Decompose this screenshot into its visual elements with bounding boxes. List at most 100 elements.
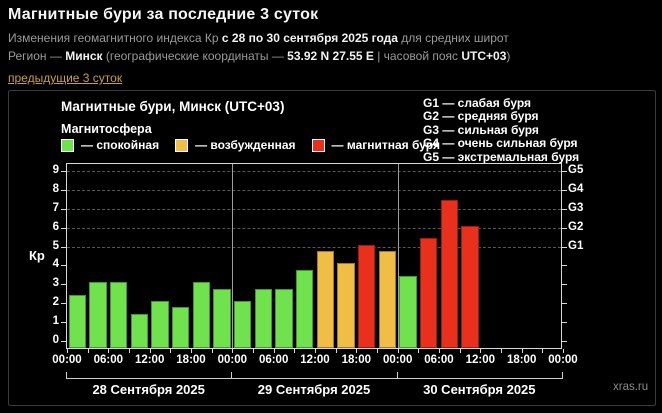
x-axis-tick	[563, 349, 564, 353]
g-legend-line-2: G2 — средняя буря	[423, 109, 539, 124]
y-axis-tick	[61, 284, 66, 286]
kp-bar	[378, 250, 396, 348]
right-axis-tick	[562, 246, 567, 248]
x-axis-tick	[211, 349, 213, 353]
text-segment: Изменения геомагнитного индекса Кр	[8, 31, 222, 45]
x-axis-tick	[459, 349, 461, 353]
y-axis-tick	[61, 227, 66, 229]
x-axis-time-label: 12:00	[300, 354, 330, 366]
g-legend-line-3: G3 — сильная буря	[423, 122, 539, 137]
x-axis-tick	[294, 349, 296, 353]
gridline-kp7	[67, 208, 561, 210]
text-segment: Минск	[65, 49, 103, 63]
gridline-kp8	[67, 189, 561, 191]
kp-bar	[296, 269, 314, 348]
x-axis-tick	[87, 349, 89, 353]
y-axis-tick-label: 6	[52, 220, 59, 233]
right-axis-tick	[562, 284, 567, 286]
right-axis-tick	[562, 322, 567, 324]
text-segment: (географические координаты —	[102, 49, 288, 63]
x-axis-tick	[521, 349, 523, 353]
legend-item-active: — возбужденная	[175, 138, 296, 152]
right-axis-tick	[562, 341, 567, 342]
x-axis-time-label: 06:00	[93, 354, 124, 366]
x-axis-tick	[191, 349, 192, 353]
kp-bar	[130, 313, 148, 348]
right-axis-tick	[562, 208, 567, 210]
x-axis-time-label: 18:00	[341, 354, 372, 366]
kp-bar	[89, 282, 107, 348]
x-axis-tick	[315, 349, 316, 353]
x-axis-tick	[501, 349, 502, 353]
kp-bar	[420, 238, 438, 348]
magnetosphere-legend: — спокойная — возбужденная — магнитная бур…	[61, 138, 440, 152]
x-axis-tick	[129, 349, 130, 353]
legend-label: — магнитная буря	[331, 138, 440, 152]
x-axis-tick	[232, 349, 234, 353]
subtitle-period: Изменения геомагнитного индекса Кр с 28 …	[8, 31, 509, 45]
text-segment: | часовой пояс	[373, 49, 462, 63]
x-axis-time-label: 00:00	[52, 354, 82, 366]
y-axis-tick	[61, 265, 66, 267]
text-segment: 53.92 N 27.55 E	[287, 49, 374, 63]
right-axis-tick	[562, 265, 567, 267]
text-segment: с 28 по 30 сентября 2025 года	[221, 31, 398, 45]
date-axis-tick	[562, 372, 563, 379]
x-axis-tick	[377, 349, 378, 353]
x-axis-time-label: 06:00	[424, 354, 454, 366]
chart-panel: Магнитные бури, Минск (UTC+03) Магнитосф…	[8, 90, 656, 406]
right-axis-label-G4: G4	[568, 182, 584, 195]
y-axis-tick	[61, 341, 66, 342]
kp-bar	[358, 244, 376, 348]
y-axis-tick-label: 8	[52, 182, 59, 195]
gridline-kp5	[67, 246, 561, 248]
kp-bar	[110, 282, 128, 348]
y-axis-tick	[61, 208, 66, 210]
kp-bar	[275, 288, 293, 348]
kp-bar	[151, 301, 169, 348]
y-axis-tick-label: 2	[52, 296, 59, 309]
x-axis-time-label: 18:00	[176, 354, 206, 366]
x-axis-time-label: 06:00	[258, 354, 289, 366]
right-axis-tick	[562, 189, 567, 191]
right-axis-label-G1: G1	[568, 239, 584, 252]
kp-bar	[399, 276, 417, 348]
x-axis-time-label: 12:00	[134, 354, 165, 366]
kp-bar	[234, 301, 252, 348]
y-axis-tick-label: 0	[52, 334, 59, 346]
x-axis-tick	[170, 349, 172, 353]
g-scale-legend: G1 — слабая буря G2 — средняя буря G3 — си…	[423, 96, 580, 164]
x-axis-tick	[356, 349, 358, 353]
x-axis-tick	[418, 349, 420, 353]
y-axis-tick-label: 5	[52, 239, 59, 252]
y-axis-tick-label: 1	[52, 315, 59, 328]
legend-item-quiet: — спокойная	[61, 138, 159, 152]
legend-label: — спокойная	[81, 138, 160, 152]
text-segment: )	[506, 49, 511, 63]
kp-bar	[213, 288, 231, 348]
right-axis-tick	[562, 227, 567, 229]
chart-title: Магнитные бури, Минск (UTC+03)	[61, 99, 285, 114]
right-axis-label-G3: G3	[568, 201, 584, 214]
date-label: 29 Сентября 2025	[257, 382, 371, 397]
x-axis-tick	[542, 349, 544, 353]
y-axis-tick	[61, 170, 66, 172]
y-axis-tick-label: 4	[52, 258, 59, 271]
y-axis-tick	[61, 189, 66, 191]
right-axis-tick	[562, 303, 567, 305]
previous-3-days-link[interactable]: предыдущие 3 суток	[8, 71, 123, 85]
x-axis-tick	[397, 349, 399, 353]
x-axis-tick	[67, 349, 68, 353]
y-axis-tick-label: 9	[52, 163, 59, 176]
legend-item-storm: — магнитная буря	[311, 138, 440, 152]
date-axis-tick	[396, 372, 398, 379]
y-axis-tick	[61, 303, 66, 305]
x-axis-tick	[253, 349, 254, 353]
kp-bar	[68, 294, 86, 348]
y-axis-title: Кр	[29, 248, 45, 263]
kp-bar	[172, 307, 190, 348]
y-axis-tick-label: 7	[52, 201, 59, 214]
g-legend-line-5: G5 — экстремальная буря	[423, 149, 580, 164]
x-axis-time-label: 18:00	[506, 354, 537, 366]
